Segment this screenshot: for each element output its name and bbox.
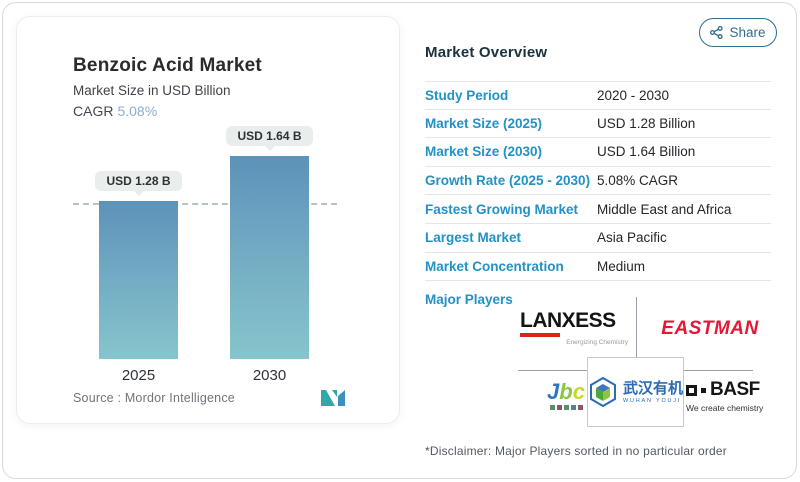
- overview-row-value: 5.08% CAGR: [597, 173, 679, 189]
- overview-row-value: USD 1.28 Billion: [597, 115, 696, 131]
- logo-eastman: EASTMAN: [653, 318, 767, 340]
- share-button-label: Share: [729, 25, 766, 40]
- overview-row-value: 2020 - 2030: [597, 87, 670, 103]
- basf-square-outline-icon: [686, 384, 697, 396]
- wuhan-youji-cube-icon: [589, 377, 616, 407]
- overview-row: Market Concentration Medium: [425, 253, 771, 282]
- overview-row: Market Size (2025) USD 1.28 Billion: [425, 110, 771, 139]
- overview-row: Growth Rate (2025 - 2030) 5.08% CAGR: [425, 167, 771, 196]
- jbc-wordmark: Jbc: [538, 381, 594, 403]
- overview-row: Largest Market Asia Pacific: [425, 224, 771, 253]
- jbc-letter-c: c: [572, 379, 585, 404]
- logo-jbc: Jbc: [538, 381, 594, 410]
- players-horizontal-divider-right: [684, 370, 753, 371]
- overview-row-value: Medium: [597, 258, 646, 274]
- overview-row-label: Study Period: [425, 87, 509, 103]
- major-players-label: Major Players: [425, 292, 513, 307]
- bar-value-pill: USD 1.64 B: [226, 126, 313, 151]
- chart-title: Benzoic Acid Market: [73, 55, 262, 76]
- overview-row-value: Middle East and Africa: [597, 201, 732, 217]
- overview-row-label: Market Concentration: [425, 258, 564, 274]
- lanxess-tagline: Energizing Chemistry: [566, 338, 628, 346]
- players-vertical-divider: [636, 297, 637, 359]
- logo-lanxess: LANXESS Energizing Chemistry: [520, 309, 634, 346]
- source-row: Source : Mordor Intelligence: [73, 390, 345, 406]
- jbc-subtext-marks: [538, 405, 594, 410]
- overview-row-label: Fastest Growing Market: [425, 201, 579, 217]
- chart-subtitle: Market Size in USD Billion: [73, 83, 231, 98]
- share-icon: [710, 26, 724, 39]
- mordor-intelligence-logo-icon: [321, 390, 345, 406]
- players-horizontal-divider-left: [518, 370, 587, 371]
- overview-table: Study Period 2020 - 2030 Market Size (2025…: [425, 81, 771, 282]
- source-text: Source : Mordor Intelligence: [73, 391, 235, 405]
- wuhan-youji-wordmark: 武汉有机: [622, 379, 683, 397]
- jbc-letter-j: J: [547, 379, 560, 404]
- overview-row-value: Asia Pacific: [597, 230, 667, 246]
- cagr-label: CAGR: [73, 103, 114, 119]
- bar-value-pill: USD 1.28 B: [95, 171, 182, 196]
- overview-title: Market Overview: [425, 44, 548, 61]
- overview-row-label: Largest Market: [425, 230, 522, 246]
- reference-dashed-line: [73, 203, 337, 205]
- cagr-value: 5.08%: [117, 103, 158, 119]
- market-size-chart-card: Benzoic Acid Market Market Size in USD B…: [16, 16, 400, 424]
- share-button[interactable]: Share: [699, 18, 777, 47]
- bar-group-2025: USD 1.28 B: [95, 171, 182, 359]
- jbc-letter-b: b: [559, 379, 573, 404]
- basf-wordmark: BASF: [710, 379, 760, 400]
- logo-wuhan-youji-card: 武汉有机 WUHAN YOUJI: [587, 357, 684, 427]
- overview-row: Study Period 2020 - 2030: [425, 81, 771, 110]
- overview-row: Market Size (2030) USD 1.64 Billion: [425, 138, 771, 167]
- bar-2030: [230, 156, 309, 359]
- wuhan-youji-text: 武汉有机 WUHAN YOUJI: [623, 381, 683, 404]
- overview-row-label: Market Size (2030): [425, 144, 543, 160]
- overview-row-label: Market Size (2025): [425, 115, 543, 131]
- lanxess-red-bar: [520, 333, 560, 337]
- x-axis-label-2025: 2025: [121, 367, 156, 384]
- overview-row-label: Growth Rate (2025 - 2030): [425, 173, 591, 189]
- basf-wordmark-row: BASF: [686, 379, 772, 401]
- logo-basf: BASF We create chemistry: [686, 379, 772, 413]
- x-axis-label-2030: 2030: [252, 367, 287, 384]
- eastman-wordmark: EASTMAN: [661, 318, 759, 339]
- overview-row-value: USD 1.64 Billion: [597, 144, 696, 160]
- overview-row: Fastest Growing Market Middle East and Af…: [425, 195, 771, 224]
- bar-group-2030: USD 1.64 B: [226, 126, 313, 359]
- players-disclaimer: *Disclaimer: Major Players sorted in no …: [425, 444, 727, 458]
- basf-square-fill-icon: [701, 387, 706, 393]
- chart-cagr: CAGR 5.08%: [73, 103, 157, 119]
- bar-2025: [99, 201, 178, 359]
- wuhan-youji-subtext: WUHAN YOUJI: [622, 397, 682, 404]
- lanxess-wordmark: LANXESS: [520, 309, 616, 332]
- basf-tagline: We create chemistry: [686, 403, 764, 413]
